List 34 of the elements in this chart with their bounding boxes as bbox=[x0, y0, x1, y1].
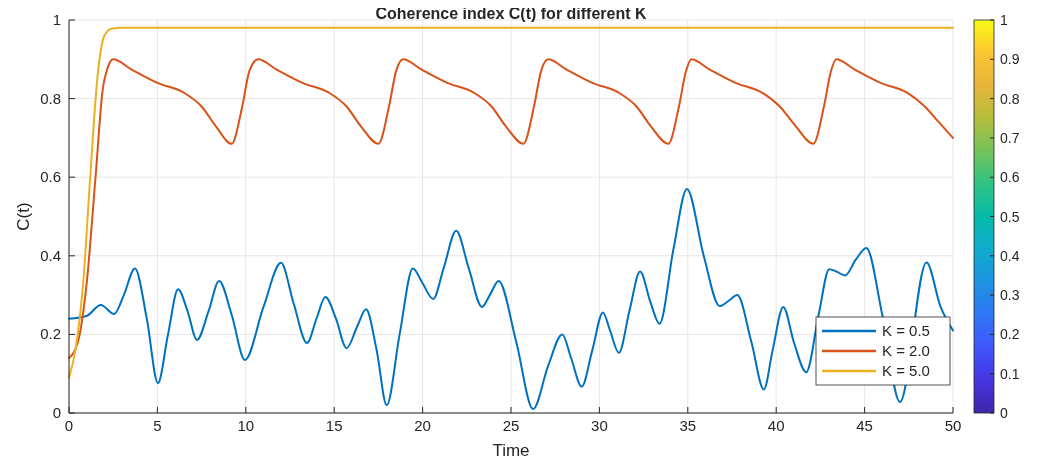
y-tick-label: 1 bbox=[52, 11, 61, 28]
color-bar-label: 1 bbox=[1000, 12, 1008, 28]
legend-label: K = 0.5 bbox=[882, 322, 930, 339]
legend-label: K = 5.0 bbox=[882, 362, 930, 379]
x-tick-label: 20 bbox=[414, 417, 431, 434]
color-bar-label: 0.8 bbox=[1000, 90, 1020, 107]
color-bar-label: 0.9 bbox=[1000, 51, 1020, 68]
color-bar-label: 0.5 bbox=[1000, 208, 1020, 225]
y-tick-label: 0.4 bbox=[40, 246, 61, 264]
x-axis-title: Time bbox=[492, 441, 530, 460]
color-bar-label: 0.1 bbox=[1000, 365, 1020, 382]
color-bar-label: 0.3 bbox=[1000, 287, 1020, 304]
x-tick-label: 40 bbox=[767, 417, 785, 434]
y-tick-label: 0.6 bbox=[40, 168, 61, 186]
chart-title: Coherence index C(t) for different K bbox=[375, 5, 648, 22]
color-bar-label: 0.6 bbox=[1000, 169, 1020, 186]
color-bar-label: 0.2 bbox=[1000, 326, 1020, 343]
x-tick-label: 15 bbox=[325, 417, 343, 434]
x-tick-label: 30 bbox=[591, 417, 608, 434]
x-tick-label: 45 bbox=[856, 417, 873, 434]
x-tick-label: 10 bbox=[237, 417, 255, 434]
y-axis-title: C(t) bbox=[14, 202, 33, 231]
x-tick-label: 50 bbox=[944, 417, 962, 434]
x-tick-label: 5 bbox=[153, 417, 162, 434]
color-bar-label: 0 bbox=[1000, 405, 1008, 421]
y-tick-label: 0.8 bbox=[40, 89, 61, 107]
x-tick-label: 25 bbox=[502, 417, 520, 434]
x-tick-label: 0 bbox=[64, 417, 74, 434]
color-bar-label: 0.7 bbox=[1000, 129, 1020, 146]
legend-label: K = 2.0 bbox=[882, 342, 930, 359]
y-tick-label: 0 bbox=[52, 404, 61, 421]
x-tick-label: 35 bbox=[679, 417, 697, 434]
y-tick-label: 0.2 bbox=[40, 325, 61, 343]
color-bar-label: 0.4 bbox=[1000, 247, 1020, 264]
